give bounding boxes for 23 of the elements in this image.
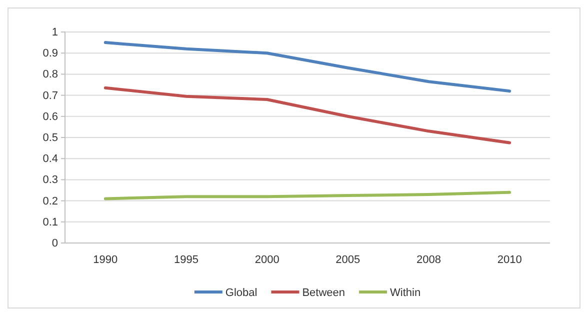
x-tick-label: 1990: [93, 254, 118, 266]
y-tick-label: 0.7: [42, 90, 58, 102]
y-tick-label: 0: [52, 238, 58, 250]
line-series: [104, 190, 512, 200]
legend-label: Between: [302, 287, 346, 299]
y-tick-label: 1: [52, 26, 58, 39]
x-tick-label: 2010: [497, 254, 522, 266]
y-tick-label: 0.9: [42, 48, 58, 60]
y-tick-label: 0.3: [42, 174, 58, 186]
y-tick-label: 0.5: [42, 132, 58, 144]
line-series: [104, 86, 512, 144]
y-tick-label: 0.4: [42, 153, 58, 166]
y-tick-label: 0.8: [42, 68, 58, 81]
x-tick-label: 2000: [254, 254, 280, 266]
y-tick-label: 0.2: [42, 195, 58, 208]
x-tick-label: 1995: [174, 254, 198, 266]
legend-label: Global: [225, 287, 258, 299]
x-tick-label: 2005: [336, 254, 360, 266]
y-tick-label: 0.6: [42, 110, 58, 123]
line-series: [104, 41, 512, 93]
x-tick-label: 2008: [416, 254, 441, 266]
legend-label: Within: [390, 287, 421, 299]
y-tick-label: 0.1: [42, 216, 58, 228]
